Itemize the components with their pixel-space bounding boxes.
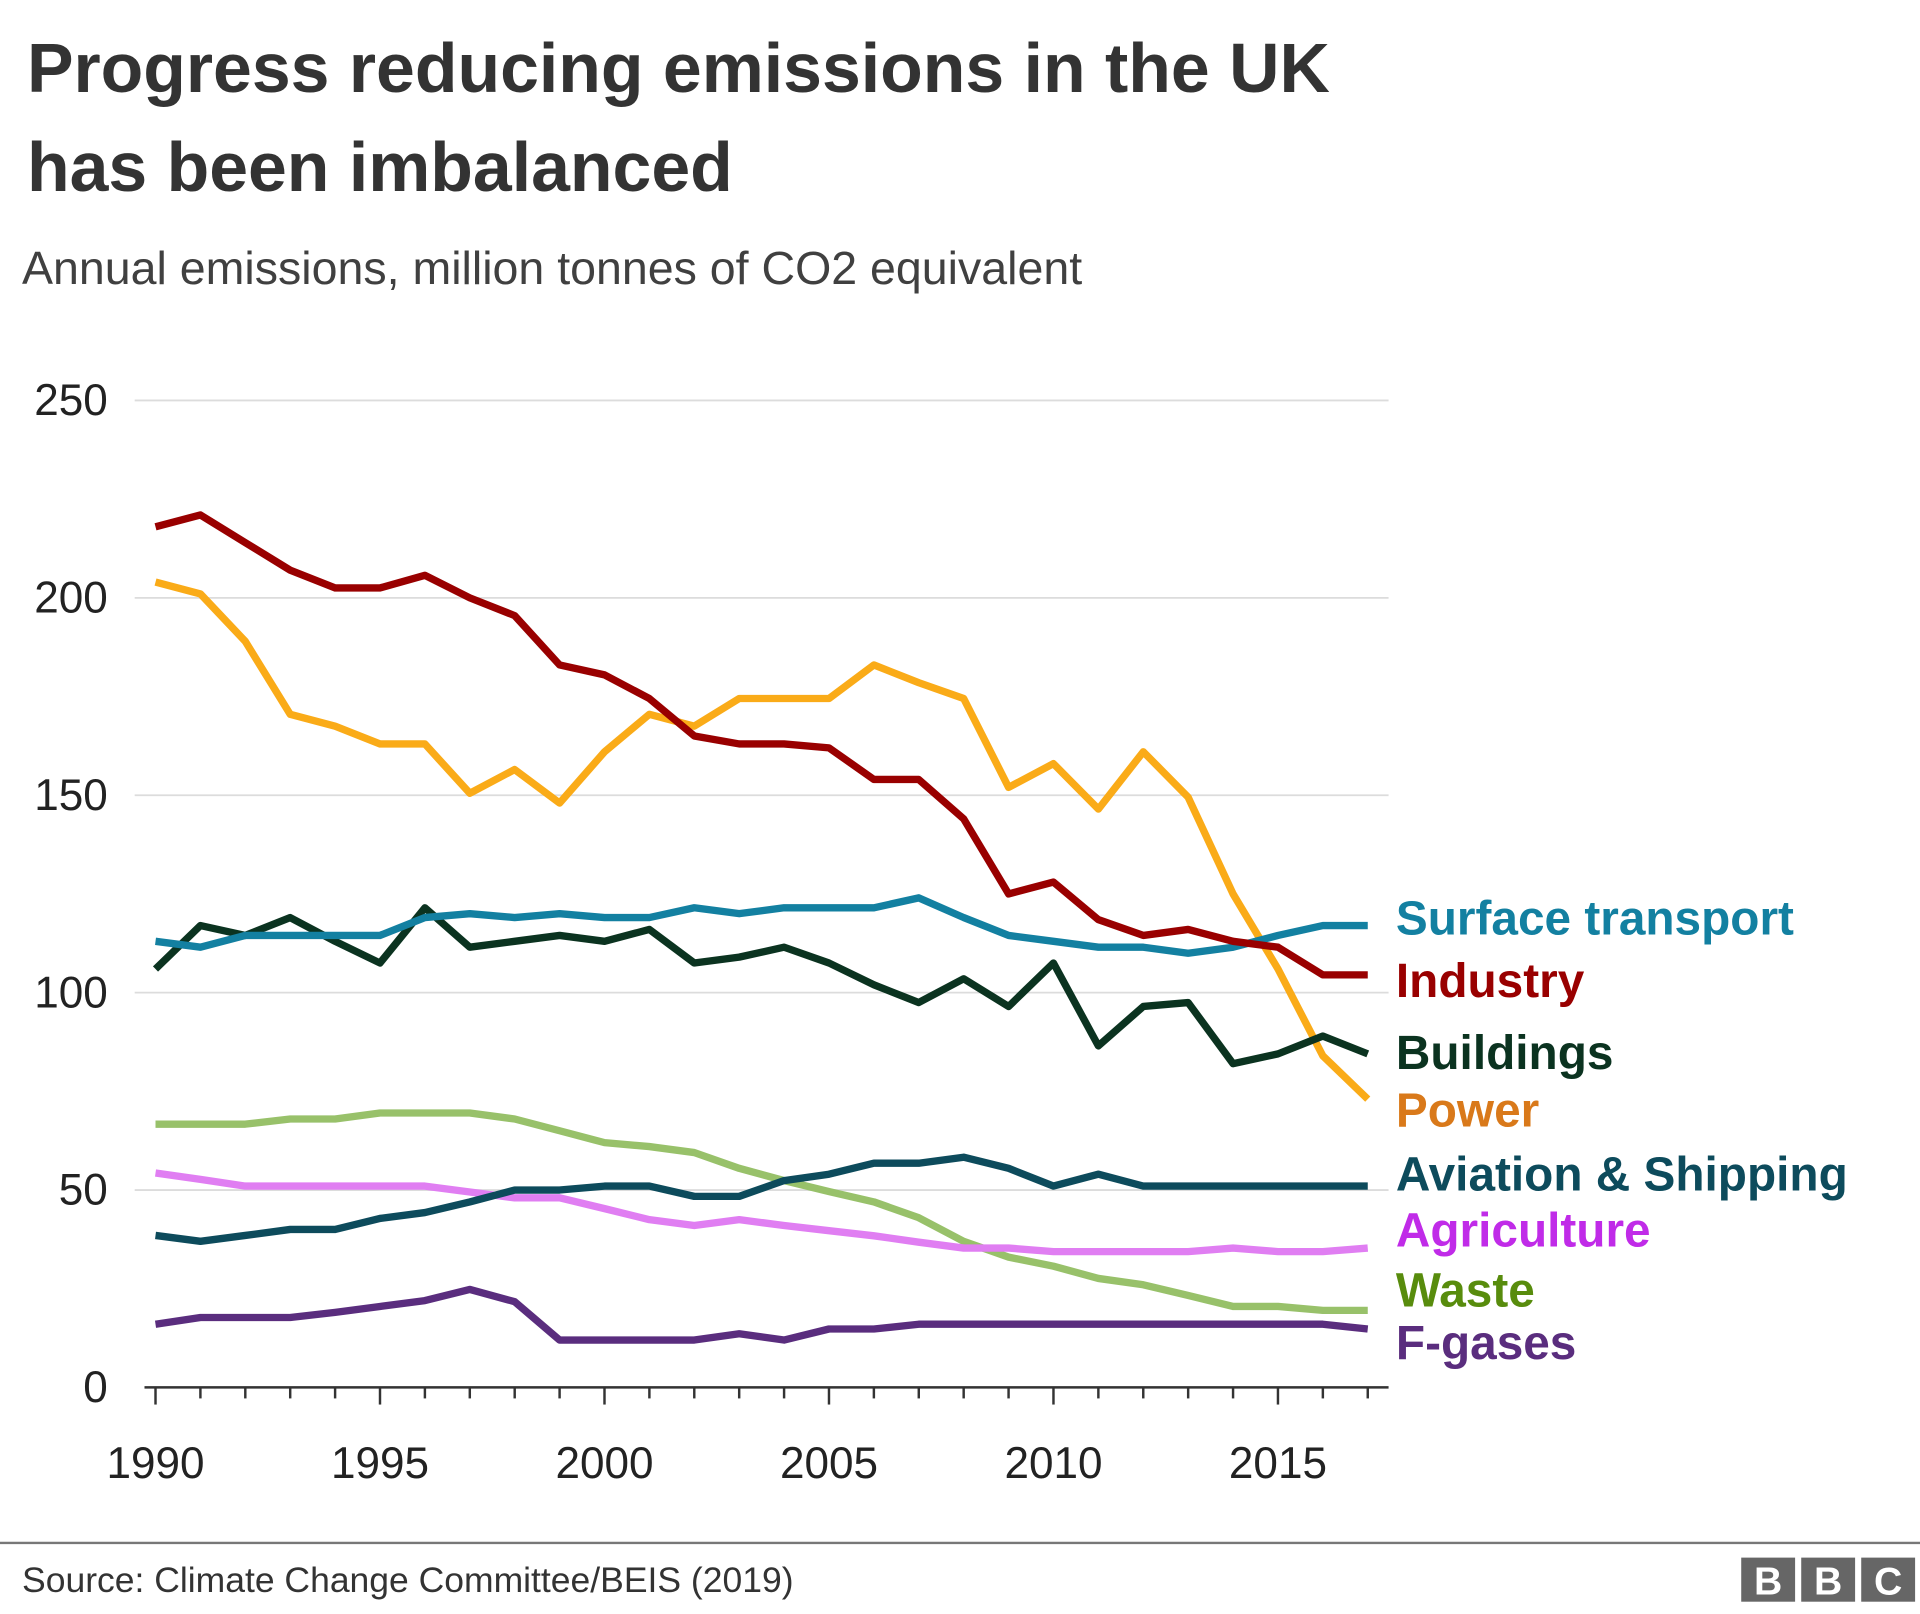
series-label-aviation-shipping: Aviation & Shipping (1396, 1148, 1848, 1201)
series-line-buildings (152, 904, 1370, 1068)
logo-letter: C (1874, 1560, 1902, 1603)
x-tick-label: 2010 (1004, 1439, 1102, 1488)
logo-letter: B (1754, 1560, 1782, 1603)
series-lines (152, 511, 1371, 1344)
x-tick-label: 2000 (555, 1439, 653, 1488)
series-label-industry: Industry (1396, 955, 1585, 1008)
series-label-f-gases: F-gases (1396, 1317, 1576, 1370)
series-line-waste (155, 1109, 1368, 1315)
y-tick-label: 0 (83, 1363, 108, 1412)
y-tick-label: 150 (34, 771, 108, 820)
chart-title-line-1: Progress reducing emissions in the UK (27, 29, 1330, 107)
axes: 0 50 100 150 200 250 1990 1995 2000 2005 2010 2015 (34, 376, 1389, 1488)
logo-block (1801, 1557, 1856, 1602)
source-note: Source: Climate Change Committee/BEIS (2… (22, 1560, 793, 1600)
x-tick-label: 1990 (106, 1439, 204, 1488)
series-line-power (154, 578, 1371, 1102)
series-line-agriculture (154, 1169, 1369, 1256)
series-label-agriculture: Agriculture (1396, 1205, 1651, 1258)
series-line-surface-transport (155, 894, 1368, 957)
logo-block (1741, 1557, 1796, 1602)
series-label-surface-transport: Surface transport (1396, 892, 1794, 945)
series-line-aviation-shipping (155, 1153, 1368, 1246)
chart-title-line-2: has been imbalanced (27, 128, 733, 206)
series-line-f-gases (154, 1285, 1369, 1344)
series-line-industry (154, 511, 1368, 979)
chart-subtitle: Annual emissions, million tonnes of CO2 … (22, 242, 1082, 294)
series-label-waste: Waste (1396, 1265, 1535, 1318)
y-tick-label: 250 (34, 376, 108, 425)
y-tick-label: 200 (34, 574, 108, 623)
series-label-buildings: Buildings (1396, 1027, 1614, 1080)
x-tick-label: 2005 (780, 1439, 878, 1488)
series-label-power: Power (1396, 1085, 1539, 1138)
y-tick-label: 50 (59, 1166, 108, 1215)
x-tick-label: 2015 (1229, 1439, 1327, 1488)
x-tick-label: 1995 (331, 1439, 429, 1488)
logo-block (1861, 1557, 1916, 1602)
y-tick-label: 100 (34, 968, 108, 1017)
logo-letter: B (1814, 1560, 1842, 1603)
gridlines (134, 399, 1389, 1191)
